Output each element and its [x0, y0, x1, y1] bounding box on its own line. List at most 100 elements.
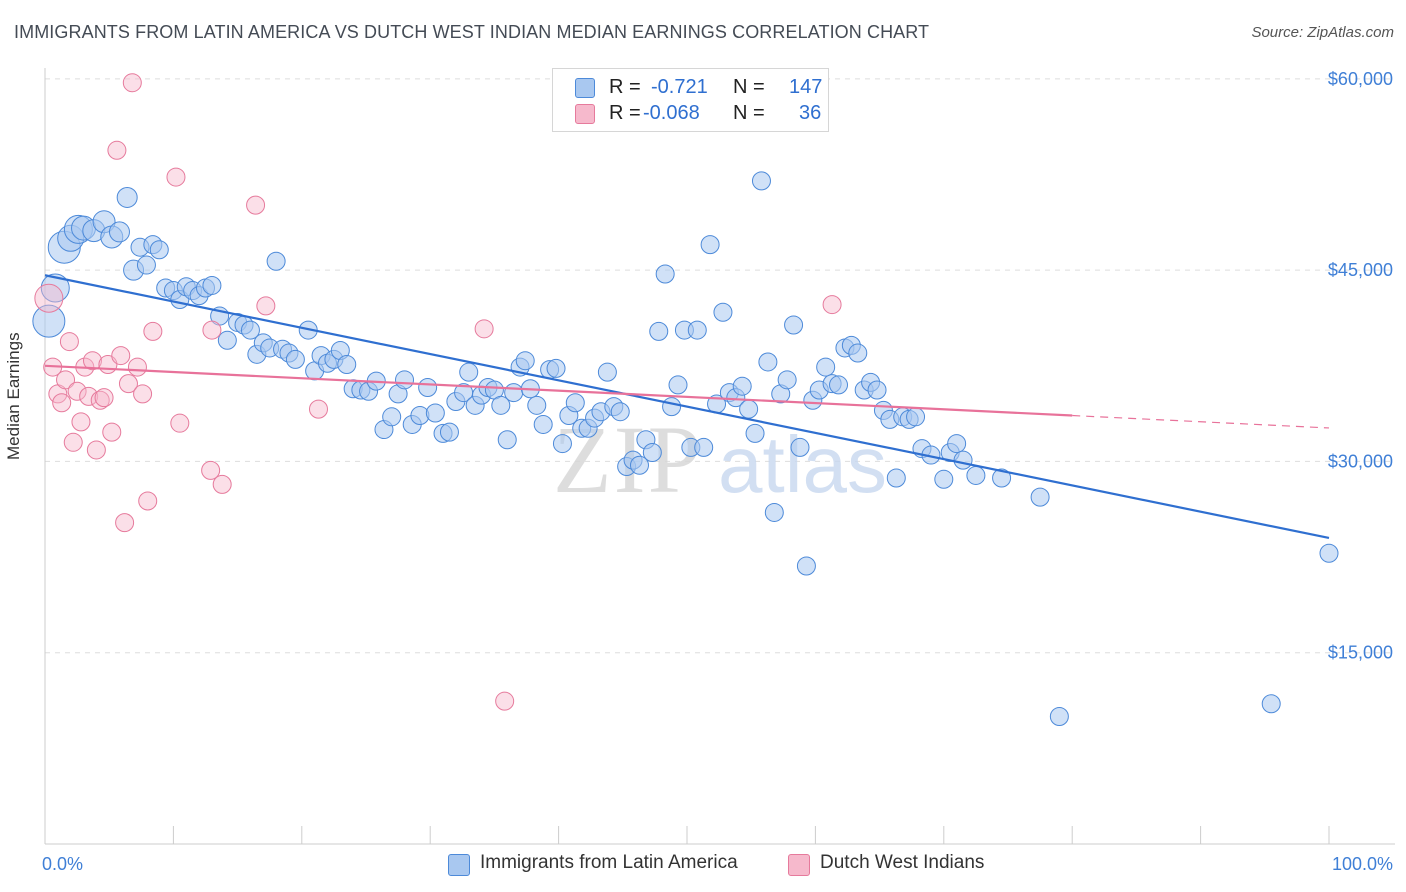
data-point-latin-america [629, 455, 649, 475]
data-point-dutch-west-indians [71, 412, 91, 432]
data-point-latin-america [1049, 706, 1069, 726]
data-point-latin-america [848, 343, 868, 363]
data-point-dutch-west-indians [59, 332, 79, 352]
data-point-latin-america [546, 358, 566, 378]
trend-line-dutch-west-indians-extension [1072, 414, 1330, 429]
bottom-legend-latin-america: Immigrants from Latin America [448, 852, 768, 878]
data-point-latin-america [439, 422, 459, 442]
data-point-dutch-west-indians [56, 370, 76, 390]
data-point-latin-america [527, 395, 547, 415]
data-point-latin-america [116, 186, 138, 208]
legend-row-latin-america: R = -0.721 N = 147 [575, 76, 825, 100]
data-point-dutch-west-indians [94, 388, 114, 408]
data-point-dutch-west-indians [107, 140, 127, 160]
data-point-latin-america [32, 304, 66, 338]
legend-n-label: N = [733, 102, 765, 124]
data-point-latin-america [1319, 543, 1339, 563]
data-point-latin-america [655, 264, 675, 284]
data-point-dutch-west-indians [246, 195, 266, 215]
data-point-latin-america [1261, 694, 1281, 714]
bottom-legend-dutch-west-indians: Dutch West Indians [788, 852, 1008, 878]
data-point-dutch-west-indians [201, 460, 221, 480]
data-point-latin-america [796, 556, 816, 576]
data-point-latin-america [668, 375, 688, 395]
data-point-latin-america [418, 377, 438, 397]
data-point-dutch-west-indians [143, 321, 163, 341]
data-point-dutch-west-indians [212, 474, 232, 494]
data-point-dutch-west-indians [52, 393, 72, 413]
data-point-latin-america [713, 302, 733, 322]
data-point-latin-america [382, 407, 402, 427]
data-point-dutch-west-indians [34, 283, 64, 313]
data-point-dutch-west-indians [83, 351, 103, 371]
bottom-legend-label: Dutch West Indians [820, 852, 985, 873]
trend-lines [44, 274, 1330, 540]
trend-line-dutch-west-indians [44, 364, 1073, 417]
data-point-latin-america [816, 357, 836, 377]
data-point-dutch-west-indians [63, 432, 83, 452]
data-point-latin-america [992, 468, 1012, 488]
data-point-latin-america [597, 362, 617, 382]
bottom-legend-label: Immigrants from Latin America [480, 852, 738, 873]
data-point-latin-america [745, 423, 765, 443]
legend-r-label: R = [609, 76, 641, 98]
chart-title: IMMIGRANTS FROM LATIN AMERICA VS DUTCH W… [14, 22, 930, 42]
data-point-dutch-west-indians [133, 384, 153, 404]
data-point-dutch-west-indians [495, 691, 515, 711]
data-point-latin-america [764, 502, 784, 522]
x-tick-label: 0.0% [42, 854, 83, 874]
data-point-latin-america [694, 437, 714, 457]
data-point-latin-america [425, 403, 445, 423]
data-point-latin-america [662, 397, 682, 417]
bottom-legend-swatch-pink [788, 854, 810, 876]
data-point-latin-america [217, 330, 237, 350]
data-point-dutch-west-indians [166, 167, 186, 187]
data-point-latin-america [533, 414, 553, 434]
data-point-latin-america [886, 468, 906, 488]
y-tick-label: $45,000 [1328, 260, 1393, 280]
data-point-latin-america [285, 349, 305, 369]
data-point-latin-america [953, 450, 973, 470]
data-point-latin-america [751, 171, 771, 191]
data-point-latin-america [947, 434, 967, 454]
data-point-dutch-west-indians [202, 320, 222, 340]
y-tick-label: $30,000 [1328, 451, 1393, 471]
data-point-dutch-west-indians [111, 346, 131, 366]
legend-n-value: 147 [789, 76, 823, 98]
data-point-latin-america [649, 321, 669, 341]
data-point-dutch-west-indians [118, 374, 138, 394]
x-tick-label: 100.0% [1332, 854, 1393, 874]
data-point-dutch-west-indians [256, 296, 276, 316]
data-point-dutch-west-indians [115, 513, 135, 533]
y-tick-label: $15,000 [1328, 643, 1393, 663]
data-point-dutch-west-indians [67, 381, 87, 401]
data-point-latin-america [459, 362, 479, 382]
data-point-latin-america [829, 375, 849, 395]
data-point-latin-america [395, 370, 415, 390]
legend-row-dutch-west-indians: R = -0.068 N = 36 [575, 102, 825, 126]
data-point-latin-america [777, 370, 797, 390]
data-point-latin-america [739, 399, 759, 419]
data-point-latin-america [790, 437, 810, 457]
data-point-latin-america [497, 430, 517, 450]
data-point-latin-america [966, 465, 986, 485]
grid-lines [45, 78, 1395, 654]
data-point-latin-america [266, 251, 286, 271]
y-tick-labels: $15,000 $30,000 $45,000 $60,000 [1328, 69, 1393, 663]
data-point-latin-america [337, 355, 357, 375]
watermark-atlas: atlas [718, 420, 887, 509]
data-point-latin-america [732, 376, 752, 396]
data-point-latin-america [700, 235, 720, 255]
series-dutch-west-indians [34, 73, 842, 711]
correlation-legend: R = -0.721 N = 147 R = -0.068 N = 36 [552, 68, 829, 132]
data-point-dutch-west-indians [170, 413, 190, 433]
data-point-latin-america [491, 395, 511, 415]
data-point-latin-america [149, 240, 169, 260]
data-point-latin-america [934, 469, 954, 489]
data-point-dutch-west-indians [102, 422, 122, 442]
data-point-latin-america [136, 255, 156, 275]
data-point-latin-america [642, 443, 662, 463]
data-point-latin-america [108, 221, 130, 243]
data-point-latin-america [240, 320, 260, 340]
y-tick-label: $60,000 [1328, 69, 1393, 89]
